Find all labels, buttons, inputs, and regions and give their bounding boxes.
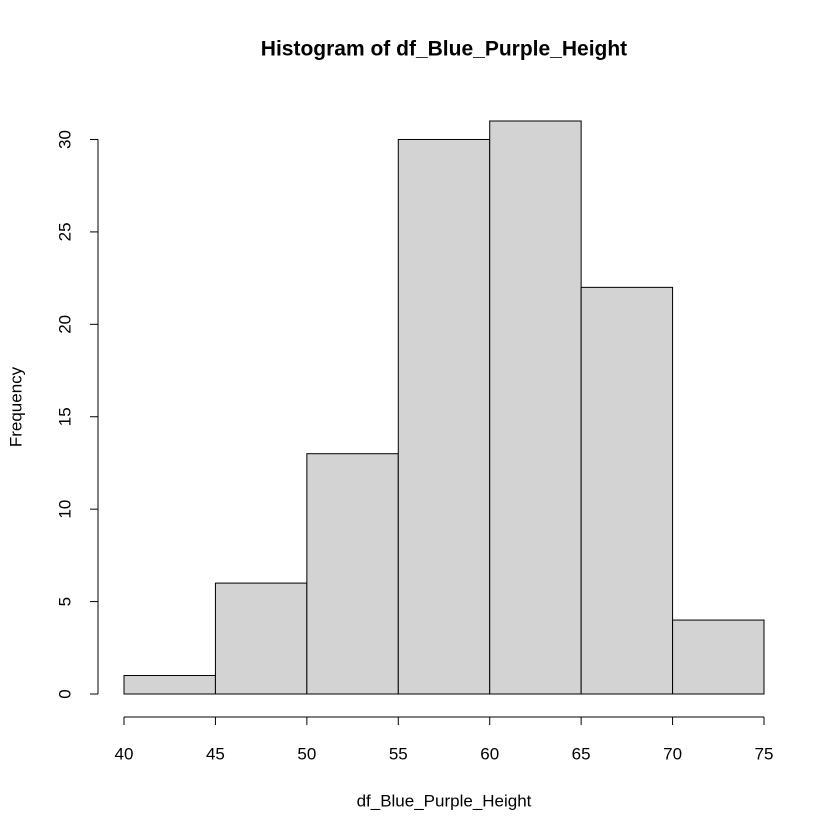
- x-axis-label: df_Blue_Purple_Height: [357, 791, 532, 810]
- bar: [306, 453, 399, 695]
- y-axis-label: Frequency: [6, 366, 25, 447]
- y-tick-label: 5: [55, 597, 74, 606]
- bar: [397, 138, 491, 695]
- bar: [489, 120, 582, 695]
- y-tick-label: 0: [55, 689, 74, 698]
- x-tick-label: 55: [389, 744, 408, 763]
- y-tick-label: 30: [55, 130, 74, 149]
- bar: [214, 582, 308, 695]
- y-tick-label: 20: [55, 315, 74, 334]
- y-tick-label: 15: [55, 407, 74, 426]
- x-tick-label: 45: [206, 744, 225, 763]
- y-tick-label: 10: [55, 500, 74, 519]
- x-tick-label: 65: [572, 744, 591, 763]
- bar: [672, 619, 765, 695]
- x-tick-label: 70: [663, 744, 682, 763]
- bar: [580, 286, 674, 695]
- x-tick-label: 75: [755, 744, 774, 763]
- x-tick-label: 40: [115, 744, 134, 763]
- x-tick-label: 60: [480, 744, 499, 763]
- x-tick-label: 50: [297, 744, 316, 763]
- chart-title: Histogram of df_Blue_Purple_Height: [261, 38, 627, 61]
- bar: [123, 675, 216, 695]
- y-tick-label: 25: [55, 222, 74, 241]
